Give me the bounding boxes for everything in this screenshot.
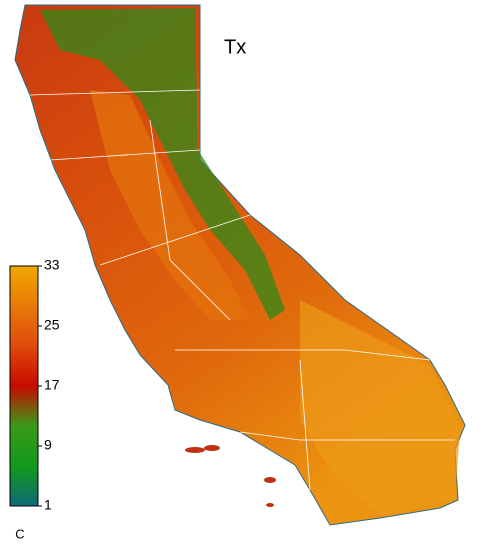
- warm-valley: [90, 90, 250, 320]
- colorbar: 1 9 17 25 33: [9, 257, 60, 513]
- colorbar-tick-label: 33: [44, 257, 60, 273]
- colorbar-ramp: [9, 265, 39, 507]
- colorbar-tick-label: 17: [44, 377, 60, 393]
- mountain-forest: [40, 8, 285, 320]
- desert: [300, 300, 460, 515]
- colorbar-tick-label: 25: [44, 317, 60, 333]
- islands: [185, 445, 276, 507]
- map-title: Tx: [224, 36, 246, 58]
- colorbar-tick-label: 9: [44, 437, 52, 453]
- colorbar-tick-label: 1: [44, 497, 52, 513]
- colorbar-unit: C: [15, 526, 24, 541]
- county-lines: [29, 89, 455, 491]
- california: [14, 4, 466, 526]
